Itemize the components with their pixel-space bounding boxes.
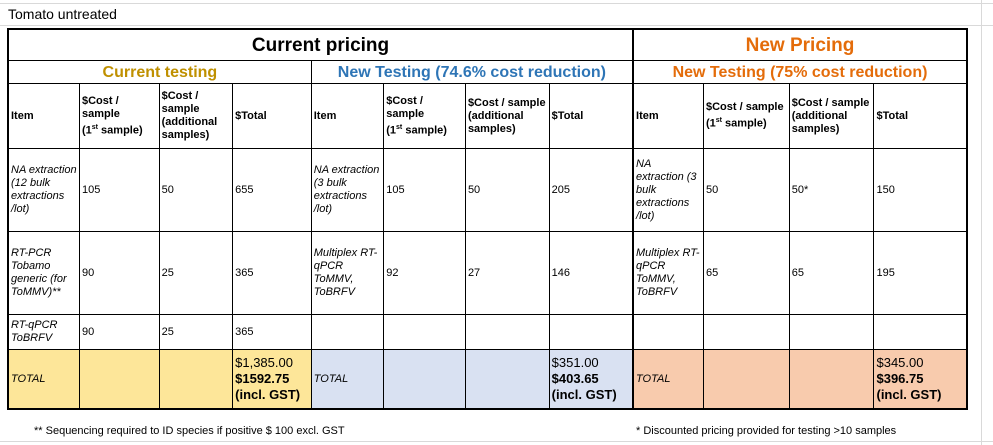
total-inc-gst: $403.65 [551, 371, 599, 386]
gridline-title [0, 25, 993, 26]
cost-additional-cell: 50* [788, 148, 875, 232]
cost-additional-cell: 50 [464, 148, 550, 232]
cost-additional-cell: 25 [158, 231, 234, 315]
total-cell: 365 [232, 314, 312, 350]
empty-cell [873, 314, 969, 350]
cost-first-header: $Cost / sample (1st sample) [383, 83, 466, 149]
cost-additional-cell: 50 [158, 148, 234, 232]
cost-additional-cell: 25 [158, 314, 234, 350]
empty-cell [310, 314, 385, 350]
total-empty-cell [383, 349, 466, 410]
cost-additional-header: $Cost / sample (additional samples) [788, 83, 875, 149]
total-empty-cell [702, 349, 790, 410]
gridline-top [0, 3, 993, 4]
group-header-row: Current testing New Testing (74.6% cost … [6, 60, 968, 84]
total-cell: 655 [232, 148, 312, 232]
empty-cell [548, 314, 634, 350]
empty-cell [788, 314, 875, 350]
item-cell: NA extraction (3 bulk extractions /lot) [632, 148, 704, 232]
total-inc-gst: $1592.75 [235, 371, 290, 386]
cost-first-cell: 90 [78, 314, 160, 350]
item-header: Item [6, 83, 80, 149]
total-empty-cell [788, 349, 875, 410]
total-new-a-cell: $351.00 $403.65 (incl. GST) [548, 349, 634, 410]
item-cell: RT-PCR Tobamo generic (for ToMMV)** [6, 231, 80, 315]
new-pricing-header: New Pricing [632, 28, 968, 61]
footnote-sequencing: ** Sequencing required to ID species if … [34, 425, 345, 437]
cost-first-header: $Cost / sample (1st sample) [78, 83, 160, 149]
empty-cell [383, 314, 466, 350]
pricing-table: Current pricing New Pricing Current test… [6, 28, 969, 410]
total-cell: 150 [873, 148, 969, 232]
total-cell: 365 [232, 231, 312, 315]
current-pricing-header: Current pricing [6, 28, 634, 61]
empty-cell [464, 314, 550, 350]
total-current-cell: $1,385.00 $1592.75 (incl. GST) [232, 349, 312, 410]
cost-first-cell: 105 [78, 148, 160, 232]
total-inc-gst-note: (incl. GST) [551, 387, 617, 402]
empty-cell [632, 314, 704, 350]
total-label: TOTAL [632, 349, 704, 410]
total-inc-gst-note: (incl. GST) [876, 387, 942, 402]
cost-additional-header: $Cost / sample (additional samples) [158, 83, 234, 149]
total-row: TOTAL $1,385.00 $1592.75 (incl. GST) TOT… [6, 349, 969, 410]
cost-first-cell: 90 [78, 231, 160, 315]
total-label: TOTAL [310, 349, 385, 410]
total-inc-gst: $396.75 [876, 371, 924, 386]
item-cell: RT-qPCR ToBRFV [6, 314, 80, 350]
item-header: Item [632, 83, 704, 149]
total-header: $Total [873, 83, 969, 149]
current-testing-header: Current testing [6, 60, 312, 84]
total-cell: 205 [548, 148, 634, 232]
item-cell: NA extraction (3 bulk extractions /lot) [310, 148, 385, 232]
empty-cell [702, 314, 790, 350]
total-cell: 195 [873, 231, 969, 315]
cost-first-cell: 65 [702, 231, 790, 315]
table-row: RT-qPCR ToBRFV 90 25 365 [6, 314, 969, 350]
new-testing-b-header: New Testing (75% cost reduction) [632, 60, 968, 84]
cost-first-header: $Cost / sample (1st sample) [702, 83, 790, 149]
table-row: RT-PCR Tobamo generic (for ToMMV)** 90 2… [6, 231, 969, 315]
cost-additional-header: $Cost / sample (additional samples) [464, 83, 550, 149]
new-testing-a-header: New Testing (74.6% cost reduction) [310, 60, 634, 84]
total-ex-gst: $351.00 [551, 355, 599, 370]
cost-first-cell: 105 [383, 148, 466, 232]
total-label: TOTAL [6, 349, 80, 410]
item-header: Item [310, 83, 385, 149]
total-empty-cell [78, 349, 160, 410]
section-header-row: Current pricing New Pricing [6, 28, 968, 61]
column-header-row: Item $Cost / sample (1st sample) $Cost / … [6, 83, 969, 149]
total-header: $Total [548, 83, 634, 149]
total-empty-cell [158, 349, 234, 410]
total-inc-gst-note: (incl. GST) [235, 387, 301, 402]
cost-first-cell: 92 [383, 231, 466, 315]
total-cell: 146 [548, 231, 634, 315]
total-header: $Total [232, 83, 312, 149]
total-ex-gst: $345.00 [876, 355, 924, 370]
gridline-bottom [0, 441, 993, 442]
total-new-b-cell: $345.00 $396.75 (incl. GST) [873, 349, 969, 410]
item-cell: Multiplex RT-qPCR ToMMV, ToBRFV [632, 231, 704, 315]
item-cell: Multiplex RT-qPCR ToMMV, ToBRFV [310, 231, 385, 315]
total-empty-cell [464, 349, 550, 410]
cost-additional-cell: 27 [464, 231, 550, 315]
item-cell: NA extraction (12 bulk extractions /lot) [6, 148, 80, 232]
table-row: NA extraction (12 bulk extractions /lot)… [6, 148, 969, 232]
cost-first-cell: 50 [702, 148, 790, 232]
cost-additional-cell: 65 [788, 231, 875, 315]
sheet-title: Tomato untreated [8, 6, 117, 22]
gridline-right [981, 0, 982, 445]
total-ex-gst: $1,385.00 [235, 355, 293, 370]
footnote-discount: * Discounted pricing provided for testin… [636, 425, 897, 437]
